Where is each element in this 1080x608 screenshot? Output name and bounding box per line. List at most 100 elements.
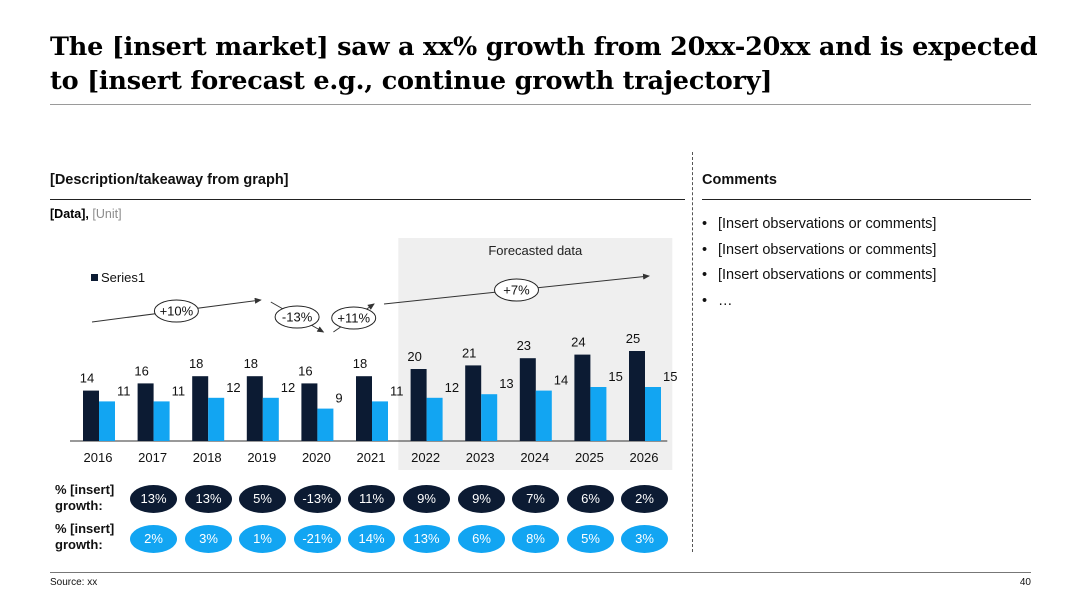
bar-value-label: 25 <box>626 331 640 346</box>
trend-bubble <box>153 299 199 323</box>
growth-pill: 5% <box>239 485 286 513</box>
bar-value-label: 9 <box>335 391 342 406</box>
x-tick-label: 2018 <box>193 450 222 465</box>
bar-series2 <box>535 390 552 441</box>
bar-series2 <box>590 387 607 441</box>
trend-bubble <box>331 306 377 330</box>
x-tick-label: 2016 <box>84 450 113 465</box>
growth-pill: -13% <box>294 485 341 513</box>
growth-pill: 2% <box>621 485 668 513</box>
bar-value-label: 16 <box>134 363 148 378</box>
growth-row-1-label-line2: growth: <box>55 498 103 513</box>
growth-pill: 5% <box>567 525 614 553</box>
bar-series1 <box>137 383 154 441</box>
growth-pill: 13% <box>185 485 232 513</box>
growth-row-2-label: % [insert] growth: <box>55 521 114 553</box>
bar-value-label: 11 <box>172 383 186 398</box>
footer-divider <box>50 572 1031 573</box>
bar-series2 <box>426 397 443 441</box>
bar-value-label: 24 <box>571 335 585 350</box>
bar-value-label: 23 <box>517 338 531 353</box>
bar-series1 <box>356 376 372 441</box>
bar-value-label: 11 <box>390 383 404 398</box>
comment-item: … <box>702 289 936 315</box>
bar-value-label: 12 <box>281 380 295 395</box>
bar-value-label: 18 <box>189 356 203 371</box>
title-divider <box>50 104 1031 105</box>
bar-value-label: 20 <box>407 349 421 364</box>
comment-item: [Insert observations or comments] <box>702 238 936 264</box>
growth-row-2-label-line1: % [insert] <box>55 521 115 536</box>
bar-value-label: 15 <box>663 369 677 384</box>
bar-series1 <box>465 365 482 441</box>
growth-pill: 6% <box>458 525 505 553</box>
growth-pill: 6% <box>567 485 614 513</box>
chart-heading-rule <box>50 199 685 200</box>
growth-pill: 14% <box>348 525 395 553</box>
bar-value-label: 18 <box>353 356 367 371</box>
growth-pill: 13% <box>403 525 450 553</box>
bar-value-label: 16 <box>298 363 312 378</box>
growth-pill: 13% <box>130 485 177 513</box>
x-tick-label: 2024 <box>520 450 549 465</box>
forecast-label: Forecasted data <box>488 243 583 258</box>
legend-swatch <box>91 274 98 281</box>
bar-value-label: 12 <box>445 380 459 395</box>
growth-pill: 9% <box>458 485 505 513</box>
trend-bubble-label: +10% <box>160 304 194 319</box>
growth-pill: 2% <box>130 525 177 553</box>
bar-series2 <box>645 387 661 441</box>
source-note: Source: xx <box>50 577 98 588</box>
comment-item: [Insert observations or comments] <box>702 212 936 238</box>
growth-pill: 9% <box>403 485 450 513</box>
bar-series1 <box>192 376 209 441</box>
comments-list: [Insert observations or comments] [Inser… <box>702 212 936 314</box>
bar-series2 <box>208 397 225 441</box>
growth-pill: 3% <box>185 525 232 553</box>
bar-value-label: 14 <box>554 373 568 388</box>
bar-series2 <box>317 408 334 441</box>
bar-series2 <box>262 397 279 441</box>
growth-row-1-label-line1: % [insert] <box>55 482 115 497</box>
bar-value-label: 14 <box>80 371 94 386</box>
bar-value-label: 13 <box>499 376 513 391</box>
bar-series1 <box>410 369 427 441</box>
bar-value-label: 11 <box>117 383 131 398</box>
growth-pill: -21% <box>294 525 341 553</box>
data-label: [Data], <box>50 207 89 221</box>
x-tick-label: 2025 <box>575 450 604 465</box>
bar-series1 <box>574 354 591 441</box>
trend-bubble <box>494 278 539 302</box>
bar-value-label: 12 <box>226 380 240 395</box>
bar-series2 <box>153 401 170 441</box>
bar-series2 <box>99 401 115 441</box>
trend-bubble-label: +7% <box>503 283 530 298</box>
growth-pill: 1% <box>239 525 286 553</box>
growth-row-2-label-line2: growth: <box>55 537 103 552</box>
vertical-divider <box>692 152 693 552</box>
unit-label: [Unit] <box>92 207 122 221</box>
trend-bubble-label: -13% <box>282 310 313 325</box>
x-tick-label: 2023 <box>466 450 495 465</box>
growth-pill: 11% <box>348 485 395 513</box>
bar-series2 <box>372 401 388 441</box>
x-tick-label: 2019 <box>247 450 276 465</box>
bar-series1 <box>83 390 99 441</box>
chart-section-heading: [Description/takeaway from graph] <box>50 172 289 188</box>
growth-row-1-label: % [insert] growth: <box>55 482 114 514</box>
comments-heading: Comments <box>702 172 777 188</box>
bar-series2 <box>481 394 498 441</box>
page-number: 40 <box>1019 577 1031 588</box>
bar-value-label: 18 <box>244 356 258 371</box>
growth-pill: 3% <box>621 525 668 553</box>
bar-series1 <box>519 358 536 441</box>
x-tick-label: 2020 <box>302 450 331 465</box>
comments-heading-rule <box>702 199 1031 200</box>
legend-label: Series1 <box>101 270 145 285</box>
trend-bubble-label: +11% <box>337 311 370 326</box>
data-unit-label: [Data], [Unit] <box>50 207 122 221</box>
growth-pill: 7% <box>512 485 559 513</box>
x-tick-label: 2026 <box>630 450 659 465</box>
x-tick-label: 2017 <box>138 450 167 465</box>
bar-series1 <box>246 376 263 441</box>
